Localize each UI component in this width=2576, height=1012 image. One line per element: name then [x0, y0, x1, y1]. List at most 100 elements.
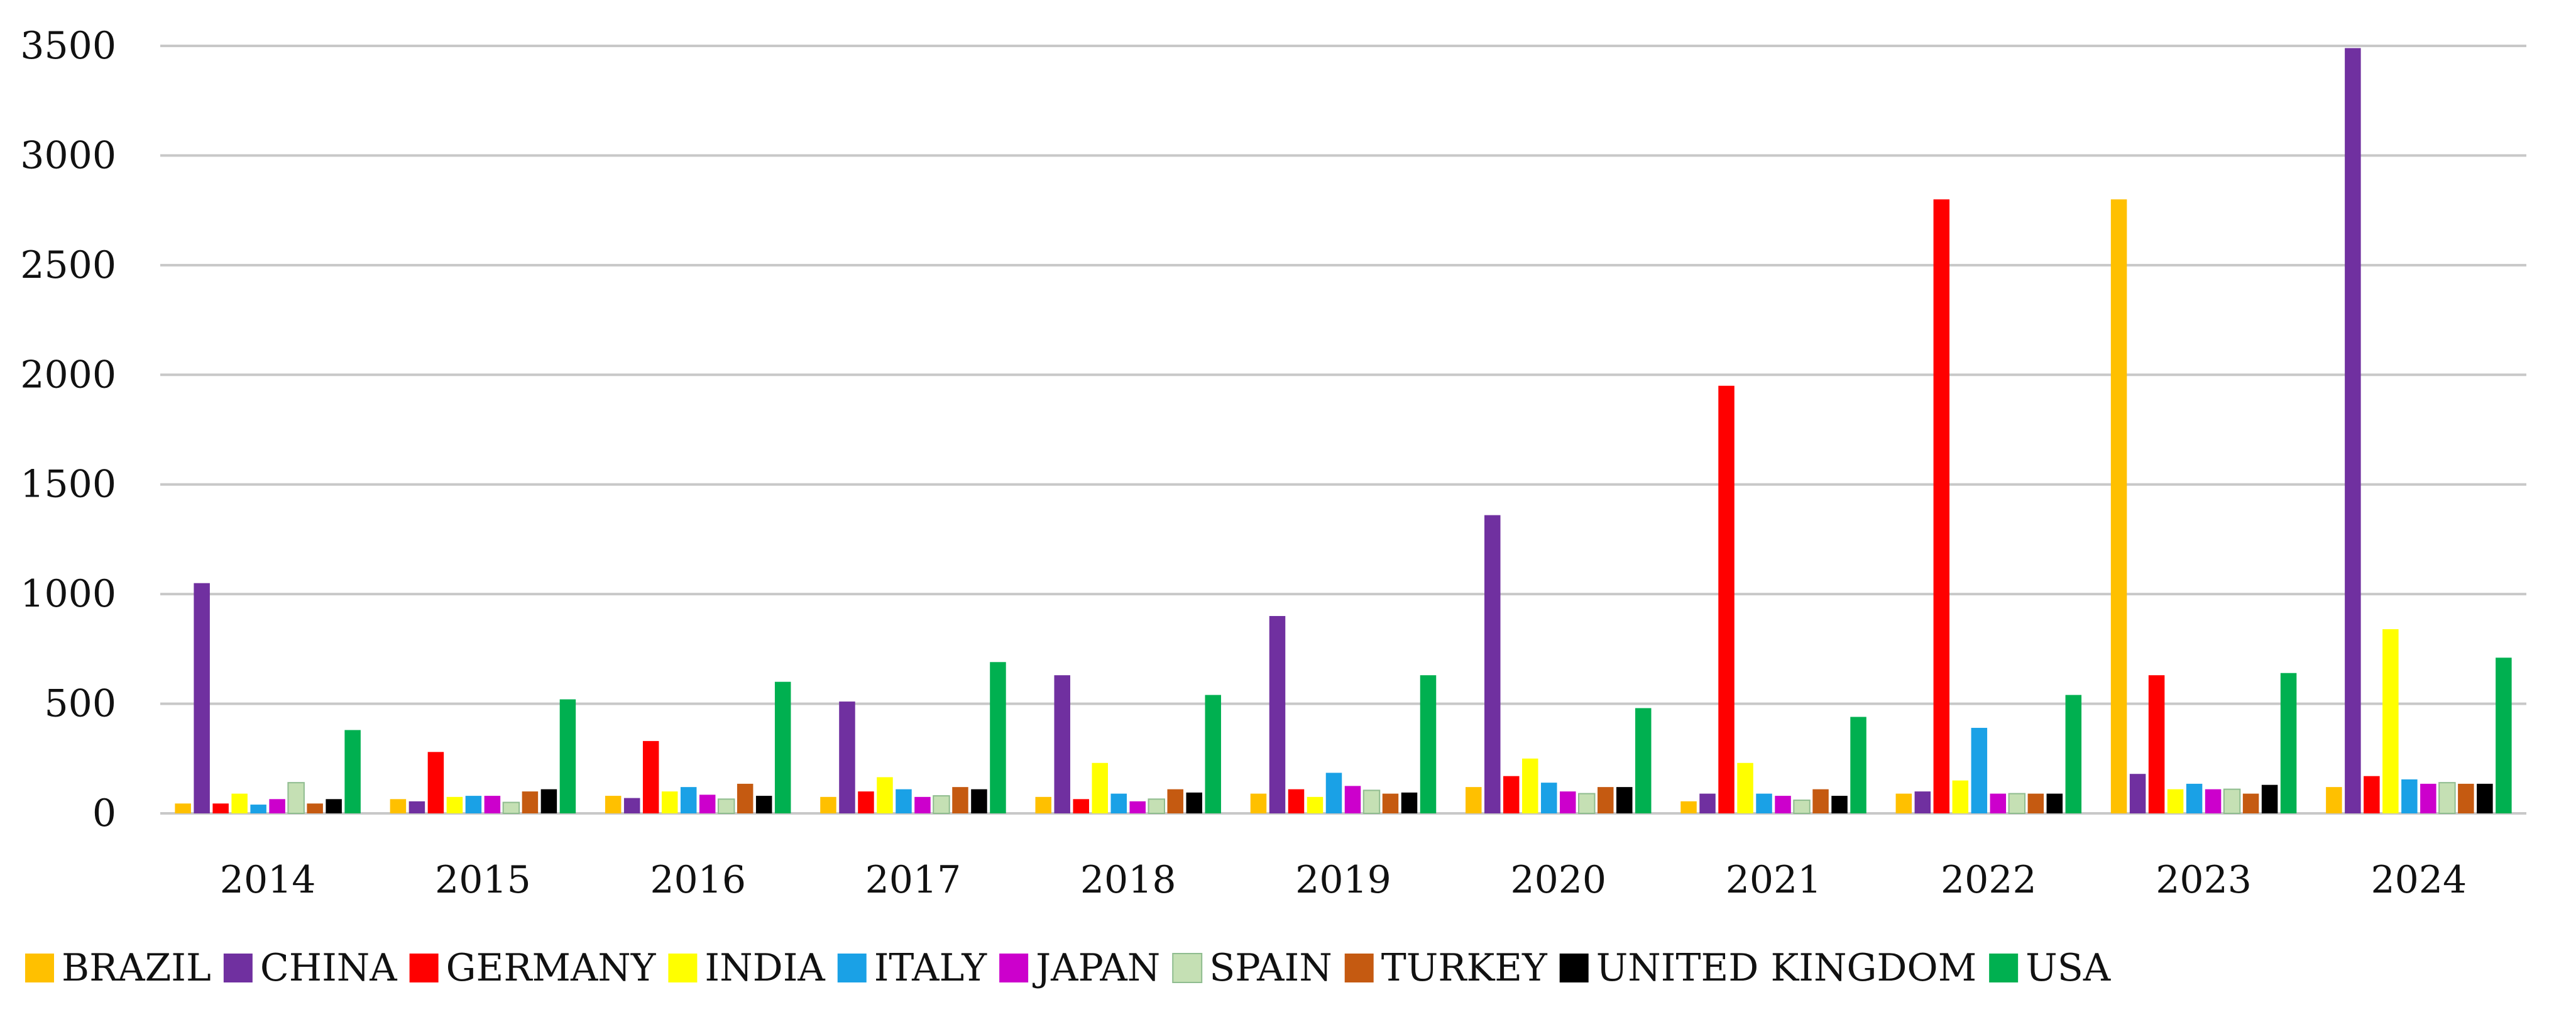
- bars-layer: [175, 48, 2512, 815]
- bar-india-2015: [446, 796, 463, 813]
- bar-spain-2020: [1578, 793, 1596, 815]
- bar-usa-2016: [774, 681, 791, 813]
- grid-layer: [160, 45, 2526, 815]
- bar-india-2016: [661, 791, 678, 813]
- x-tick-label: 2021: [1726, 858, 1822, 902]
- x-tick-label: 2016: [650, 858, 746, 902]
- legend-swatch-germany: [409, 954, 439, 982]
- bar-united-kingdom-2017: [971, 789, 987, 813]
- bar-china-2018: [1054, 675, 1070, 813]
- bar-usa-2022: [2065, 695, 2082, 813]
- bar-united-kingdom-2018: [1186, 792, 1202, 813]
- legend-label: JAPAN: [1032, 946, 1160, 990]
- bar-china-2016: [623, 798, 640, 813]
- bar-usa-2014: [344, 730, 361, 813]
- bar-united-kingdom-2016: [755, 796, 772, 813]
- legend-label: SPAIN: [1209, 946, 1332, 990]
- bar-usa-2024: [2496, 657, 2512, 813]
- legend-swatch-japan: [999, 954, 1029, 982]
- bar-turkey-2021: [1812, 789, 1829, 813]
- bar-turkey-2016: [737, 783, 754, 813]
- bar-united-kingdom-2019: [1401, 792, 1418, 813]
- bar-germany-2017: [858, 791, 874, 813]
- bar-germany-2019: [1288, 789, 1305, 813]
- bar-turkey-2022: [2027, 793, 2044, 813]
- x-tick-label: 2023: [2156, 858, 2252, 902]
- bar-brazil-2019: [1250, 793, 1267, 813]
- bar-spain-2019: [1362, 789, 1381, 814]
- x-tick-label: 2022: [1941, 858, 2037, 902]
- bar-united-kingdom-2024: [2477, 783, 2493, 813]
- bar-spain-2022: [2008, 793, 2026, 815]
- bar-japan-2022: [1990, 793, 2007, 813]
- bar-brazil-2015: [390, 799, 407, 813]
- bar-germany-2015: [427, 752, 444, 813]
- bar-germany-2021: [1718, 385, 1735, 813]
- x-tick-label: 2017: [865, 858, 962, 902]
- bar-usa-2021: [1850, 717, 1866, 813]
- bar-china-2021: [1699, 793, 1716, 813]
- bar-italy-2018: [1110, 793, 1127, 813]
- bar-germany-2016: [642, 740, 659, 813]
- bar-united-kingdom-2021: [1831, 796, 1848, 813]
- bar-china-2014: [194, 583, 210, 813]
- bar-spain-2018: [1148, 798, 1165, 815]
- bar-spain-2016: [717, 798, 735, 815]
- bar-india-2023: [2167, 789, 2184, 813]
- bar-usa-2023: [2280, 673, 2297, 813]
- bar-japan-2016: [699, 795, 716, 813]
- y-tick-label: 3000: [20, 133, 116, 177]
- bar-united-kingdom-2014: [326, 799, 342, 813]
- legend-label: GERMANY: [446, 946, 657, 990]
- bar-japan-2018: [1129, 801, 1146, 813]
- legend-label: TURKEY: [1381, 946, 1548, 990]
- bar-germany-2024: [2364, 776, 2380, 813]
- bar-germany-2020: [1503, 776, 1520, 813]
- bar-india-2017: [877, 777, 893, 813]
- bar-usa-2015: [559, 699, 576, 813]
- bar-brazil-2017: [820, 796, 836, 813]
- x-tick-label: 2015: [435, 858, 531, 902]
- bar-turkey-2018: [1167, 789, 1183, 813]
- bar-brazil-2023: [2110, 199, 2127, 813]
- bar-brazil-2022: [1895, 793, 1912, 813]
- legend-label: ITALY: [874, 946, 988, 990]
- bar-spain-2023: [2223, 788, 2241, 815]
- bar-china-2023: [2129, 774, 2146, 813]
- bar-spain-2021: [1793, 800, 1811, 815]
- legend-label: INDIA: [704, 946, 825, 990]
- x-tick-label: 2014: [220, 858, 316, 902]
- bar-usa-2017: [990, 662, 1006, 813]
- bar-usa-2020: [1635, 708, 1652, 813]
- bar-brazil-2016: [605, 796, 622, 813]
- bar-italy-2014: [250, 805, 266, 813]
- x-tick-label: 2018: [1080, 858, 1176, 902]
- bar-china-2022: [1914, 791, 1931, 813]
- x-tick-label: 2024: [2371, 858, 2467, 902]
- legend-swatch-turkey: [1344, 954, 1374, 982]
- legend-label: USA: [2025, 946, 2111, 990]
- bar-turkey-2024: [2458, 783, 2474, 813]
- bar-united-kingdom-2022: [2046, 793, 2063, 813]
- bar-india-2014: [231, 793, 248, 813]
- y-tick-label: 2000: [20, 353, 116, 397]
- legend-swatch-spain: [1172, 953, 1203, 983]
- x-tick-label: 2019: [1295, 858, 1391, 902]
- bar-india-2019: [1307, 796, 1324, 813]
- legend-label: CHINA: [260, 946, 397, 990]
- bar-brazil-2018: [1035, 796, 1051, 813]
- bar-brazil-2021: [1680, 801, 1697, 813]
- bar-spain-2014: [287, 782, 305, 815]
- bar-italy-2022: [1971, 727, 1988, 813]
- y-tick-label: 2500: [20, 243, 116, 287]
- bar-germany-2022: [1933, 199, 1950, 813]
- bar-turkey-2023: [2242, 793, 2259, 813]
- bar-china-2019: [1269, 616, 1286, 813]
- axis-layer: 0 500 1000 1500 2000 2500 3000 3500 2014 2015 2016…: [20, 24, 2467, 902]
- bar-china-2015: [408, 801, 425, 813]
- bar-turkey-2014: [307, 803, 323, 813]
- bar-japan-2023: [2205, 789, 2222, 813]
- bar-china-2020: [1484, 515, 1501, 813]
- bar-italy-2020: [1541, 783, 1557, 813]
